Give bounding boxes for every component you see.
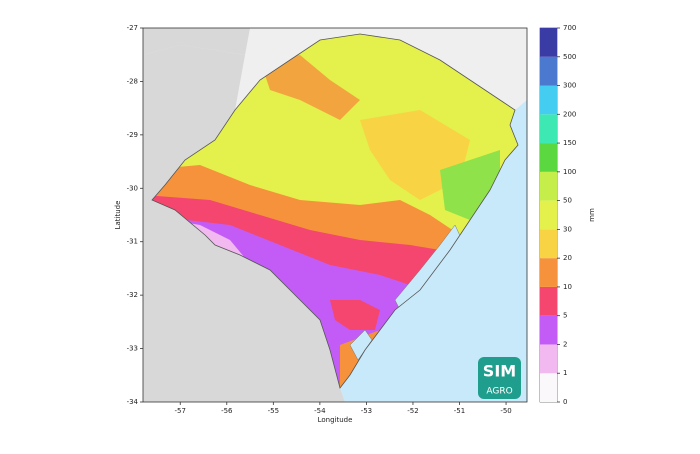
colorbar-bin <box>540 171 557 201</box>
y-tick-label: -33 <box>127 345 138 353</box>
colorbar-tick-label: 200 <box>563 110 576 118</box>
state-border <box>151 33 519 389</box>
x-tick-label: -54 <box>314 407 326 415</box>
colorbar-label: mm <box>588 208 596 222</box>
colorbar-tick-label: 700 <box>563 24 576 32</box>
colorbar-tick-label: 100 <box>563 168 576 176</box>
x-tick-label: -57 <box>175 407 186 415</box>
colorbar-bin <box>540 200 557 230</box>
colorbar-bin <box>540 258 557 287</box>
y-tick-label: -29 <box>127 131 138 139</box>
x-tick-label: -56 <box>221 407 233 415</box>
colorbar-bin <box>540 85 557 115</box>
y-tick-label: -27 <box>127 24 138 32</box>
colorbar-tick-label: 0 <box>563 398 567 406</box>
colorbar-bin <box>540 143 557 172</box>
y-tick-label: -32 <box>127 291 138 299</box>
colorbar-bin <box>540 56 557 86</box>
colorbar-tick-label: 50 <box>563 197 572 205</box>
x-tick-label: -50 <box>500 407 511 415</box>
x-tick-label: -55 <box>268 407 279 415</box>
y-tick-label: -28 <box>127 77 138 85</box>
ocean <box>340 100 527 402</box>
y-tick-label: -34 <box>127 398 139 406</box>
colorbar-tick-label: 20 <box>563 254 572 262</box>
neighbor-land <box>143 45 345 402</box>
colorbar-bin <box>540 286 557 316</box>
x-tick-label: -52 <box>407 407 418 415</box>
y-axis-label: Latitude <box>114 201 122 230</box>
y-tick-label: -30 <box>127 184 138 192</box>
colorbar-bin <box>540 229 557 259</box>
neighbor-land <box>143 28 250 55</box>
colorbar-tick-label: 1 <box>563 369 567 377</box>
colorbar-tick-label: 2 <box>563 340 567 348</box>
logo-box <box>478 357 521 399</box>
colorbar-tick-label: 10 <box>563 283 572 291</box>
logo-text: AGRO <box>486 387 512 397</box>
logo-text: SIM <box>483 362 516 381</box>
colorbar-tick-label: 30 <box>563 225 572 233</box>
colorbar-bin <box>540 373 557 402</box>
colorbar-tick-label: 300 <box>563 82 576 90</box>
plot-frame <box>142 27 528 403</box>
x-axis-label: Longitude <box>318 416 353 424</box>
map-area <box>143 28 527 402</box>
colorbar-bin <box>540 344 557 374</box>
colorbar-tick-label: 150 <box>563 139 576 147</box>
colorbar-bin <box>540 28 557 57</box>
colorbar-tick-label: 500 <box>563 53 576 61</box>
colorbar-tick-label: 5 <box>563 312 567 320</box>
colorbar-bin <box>540 114 557 144</box>
colorbar-bin <box>540 315 557 345</box>
x-tick-label: -53 <box>361 407 372 415</box>
y-tick-label: -31 <box>127 238 138 246</box>
x-tick-label: -51 <box>454 407 465 415</box>
